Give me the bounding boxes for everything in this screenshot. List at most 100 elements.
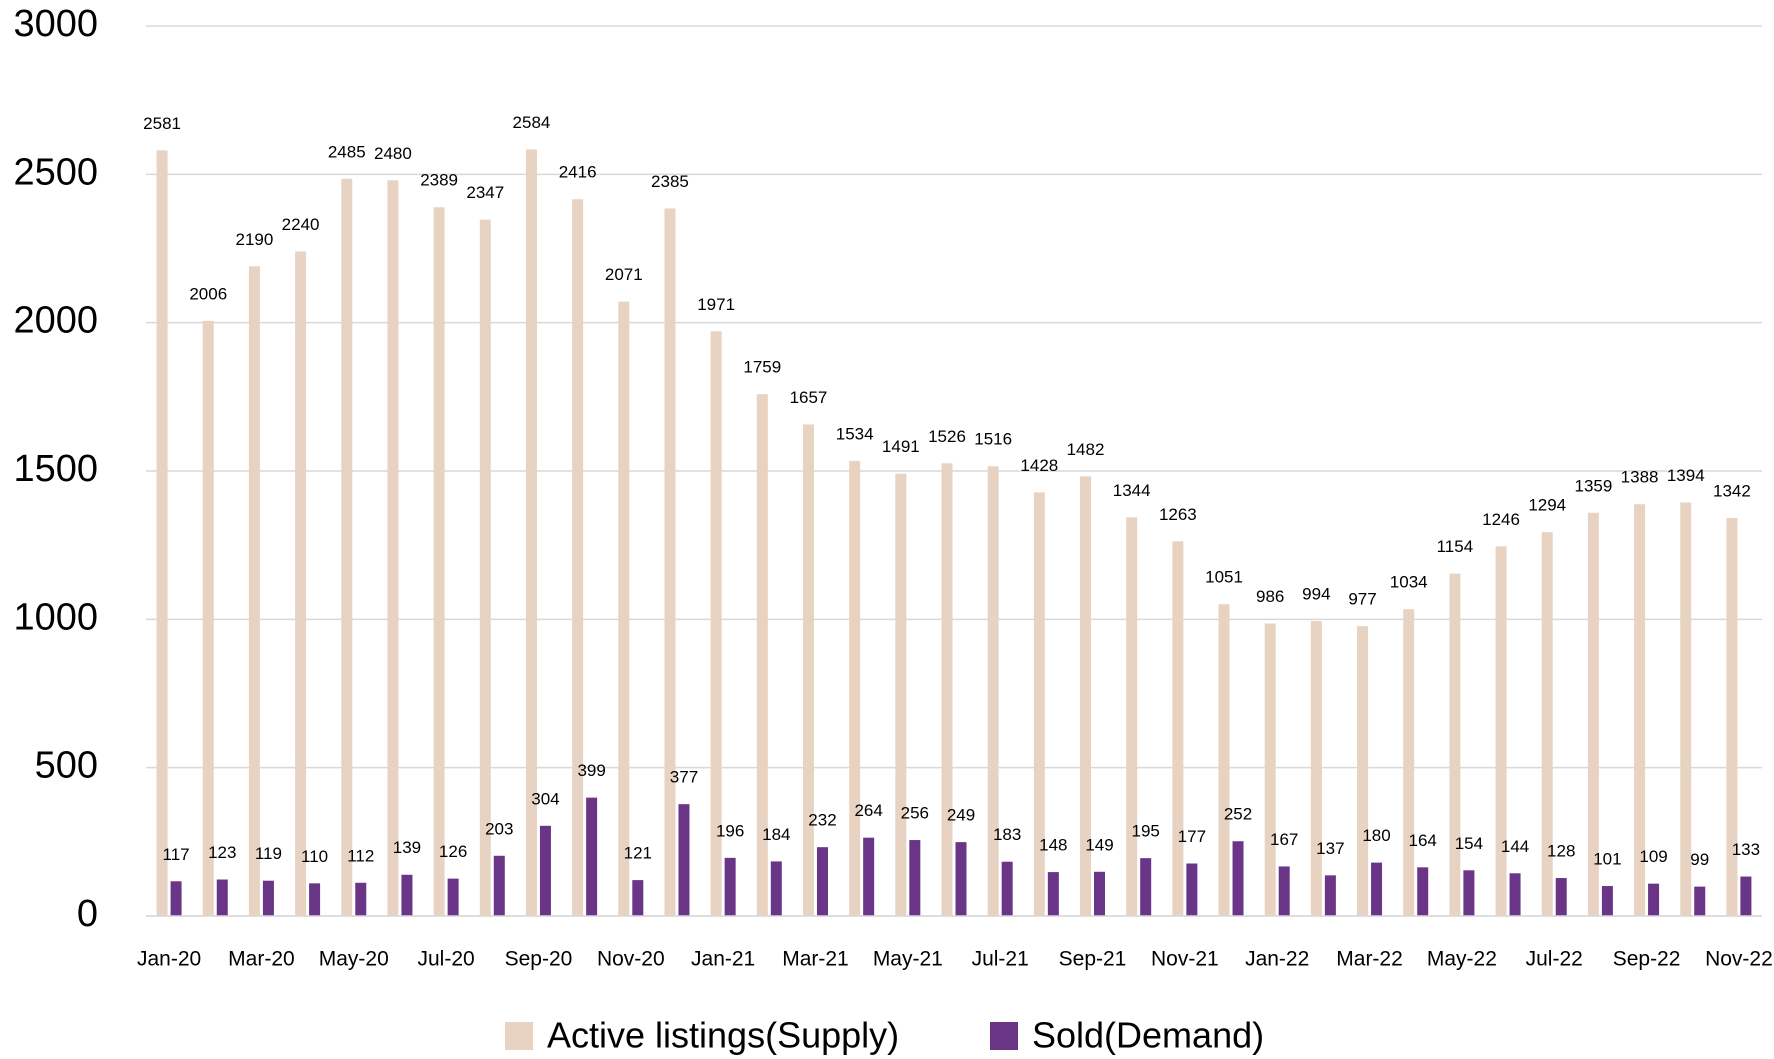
data-label: 1154	[1437, 537, 1474, 556]
data-label: 1294	[1528, 496, 1566, 515]
data-label: 184	[762, 825, 790, 844]
y-tick-label: 500	[35, 745, 98, 787]
data-label: 112	[347, 846, 374, 865]
legend-label: Sold(Demand)	[1032, 1015, 1264, 1056]
bar	[1541, 532, 1553, 916]
bar	[1232, 841, 1244, 916]
bar	[170, 881, 182, 916]
bar	[248, 266, 260, 916]
legend-swatch	[990, 1022, 1018, 1050]
data-label: 2480	[374, 144, 412, 163]
x-tick-label: May-20	[319, 948, 389, 971]
bar	[539, 825, 551, 916]
bar	[401, 874, 413, 916]
bar	[341, 178, 353, 917]
data-label: 110	[301, 847, 328, 866]
legend-label: Active listings(Supply)	[547, 1015, 899, 1056]
bar	[1726, 517, 1738, 916]
y-tick-label: 2500	[13, 151, 98, 193]
bar	[1126, 517, 1138, 916]
bar	[1555, 878, 1567, 916]
data-label: 1034	[1390, 573, 1428, 592]
x-tick-label: Mar-20	[228, 948, 295, 971]
data-label: 232	[808, 811, 836, 830]
data-label: 149	[1085, 835, 1113, 854]
bar	[1080, 476, 1092, 916]
data-label: 304	[531, 789, 559, 808]
bar	[447, 878, 459, 916]
data-label: 99	[1690, 850, 1709, 869]
data-label: 2385	[651, 172, 689, 191]
data-label: 1263	[1159, 505, 1197, 524]
bar	[572, 199, 584, 917]
bar	[202, 320, 214, 916]
data-label: 133	[1732, 840, 1760, 859]
x-tick-label: Mar-22	[1336, 948, 1403, 971]
bar	[1094, 871, 1106, 916]
bar	[1495, 546, 1507, 916]
data-label: 101	[1593, 850, 1621, 869]
bar	[479, 219, 491, 916]
data-label: 1526	[928, 427, 966, 446]
data-label: 126	[439, 842, 467, 861]
data-label: 1388	[1621, 468, 1659, 487]
data-label: 252	[1224, 805, 1252, 824]
x-tick-label: Nov-22	[1705, 948, 1773, 971]
data-label: 196	[716, 821, 744, 840]
bar	[1357, 626, 1369, 916]
x-tick-label: Sep-22	[1613, 948, 1681, 971]
bar	[618, 301, 630, 916]
bar	[955, 842, 967, 916]
y-tick-label: 1500	[13, 448, 98, 490]
y-tick-label: 0	[77, 893, 98, 935]
data-label: 1971	[697, 295, 735, 314]
data-label: 2389	[420, 171, 458, 190]
data-label: 148	[1039, 836, 1067, 855]
bar	[678, 804, 690, 916]
bar	[1001, 861, 1013, 916]
data-label: 1359	[1574, 476, 1612, 495]
data-label: 119	[255, 844, 282, 863]
x-tick-label: Jul-22	[1526, 948, 1583, 971]
y-tick-label: 1000	[13, 596, 98, 638]
data-label: 183	[993, 825, 1021, 844]
bar	[1740, 876, 1752, 916]
bar	[1047, 872, 1059, 916]
bar	[941, 463, 953, 916]
x-tick-label: May-21	[873, 948, 943, 971]
data-label: 1516	[974, 430, 1012, 449]
bar	[1186, 863, 1198, 916]
data-label: 2485	[328, 142, 366, 161]
bar	[1218, 604, 1230, 916]
data-label: 117	[163, 845, 190, 864]
data-label: 1051	[1205, 568, 1243, 587]
data-label: 377	[670, 768, 698, 787]
x-tick-label: Mar-21	[782, 948, 849, 971]
bar	[1371, 862, 1383, 916]
bar	[295, 251, 307, 916]
bar	[987, 466, 999, 916]
data-label: 1344	[1113, 481, 1151, 500]
data-label: 994	[1302, 585, 1330, 604]
data-label: 256	[901, 804, 929, 823]
data-label: 139	[393, 838, 421, 857]
bar	[849, 460, 861, 916]
bar	[262, 880, 274, 916]
bar	[1463, 870, 1475, 916]
bar	[909, 840, 921, 916]
data-label: 144	[1501, 837, 1529, 856]
bar	[309, 883, 321, 916]
data-label: 121	[624, 844, 652, 863]
bar	[1680, 502, 1692, 916]
x-tick-label: Jul-20	[418, 948, 475, 971]
x-tick-label: May-22	[1427, 948, 1497, 971]
bar	[1264, 623, 1276, 916]
x-tick-label: Jul-21	[972, 948, 1029, 971]
data-label: 128	[1547, 842, 1575, 861]
bar	[770, 861, 782, 916]
data-label: 2071	[605, 265, 643, 284]
bar	[724, 857, 736, 916]
bar	[664, 208, 676, 916]
data-label: 177	[1178, 827, 1206, 846]
